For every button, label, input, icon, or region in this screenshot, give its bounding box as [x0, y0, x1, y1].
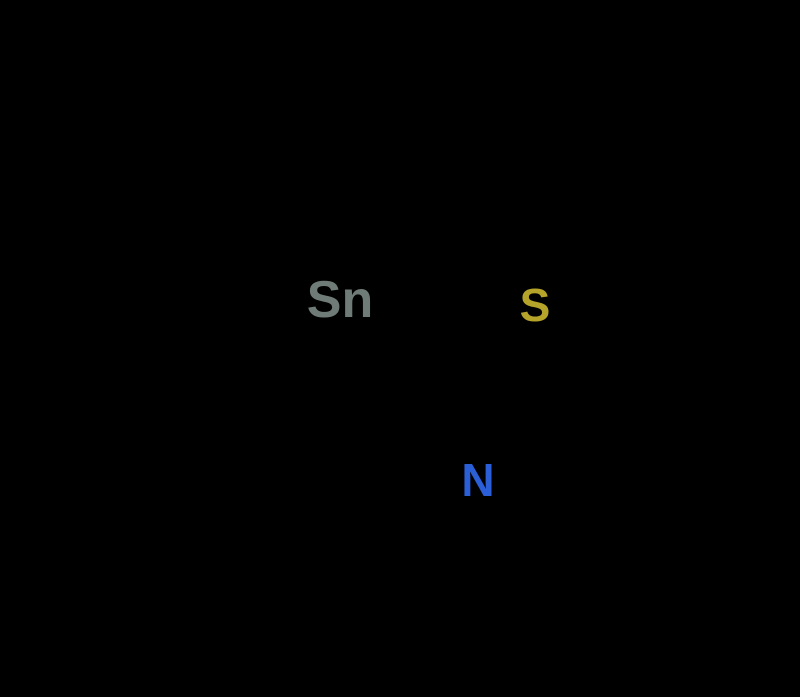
atom-label-n: N: [461, 454, 494, 506]
bond: [45, 420, 105, 520]
bond: [251, 547, 297, 623]
bond: [160, 0, 288, 25]
bond: [255, 165, 320, 272]
atom-label-sn: Sn: [307, 271, 373, 329]
bond: [44, 537, 93, 613]
atom-label-s: S: [520, 279, 551, 331]
bond: [235, 530, 295, 630]
bond: [560, 250, 655, 300]
bond: [288, 25, 330, 120]
bond: [120, 411, 211, 419]
bond: [225, 430, 295, 530]
bond: [365, 330, 415, 405]
bond: [500, 400, 610, 475]
bond: [110, 620, 235, 630]
bond: [498, 500, 560, 590]
bond: [255, 120, 330, 165]
bond: [380, 300, 510, 303]
bond: [80, 0, 160, 55]
bond: [560, 565, 690, 590]
bond: [45, 520, 110, 620]
molecule-diagram: Sn S N: [0, 0, 800, 697]
bond: [555, 320, 610, 400]
bond: [80, 55, 140, 150]
bond: [225, 325, 310, 430]
bond: [105, 420, 225, 430]
